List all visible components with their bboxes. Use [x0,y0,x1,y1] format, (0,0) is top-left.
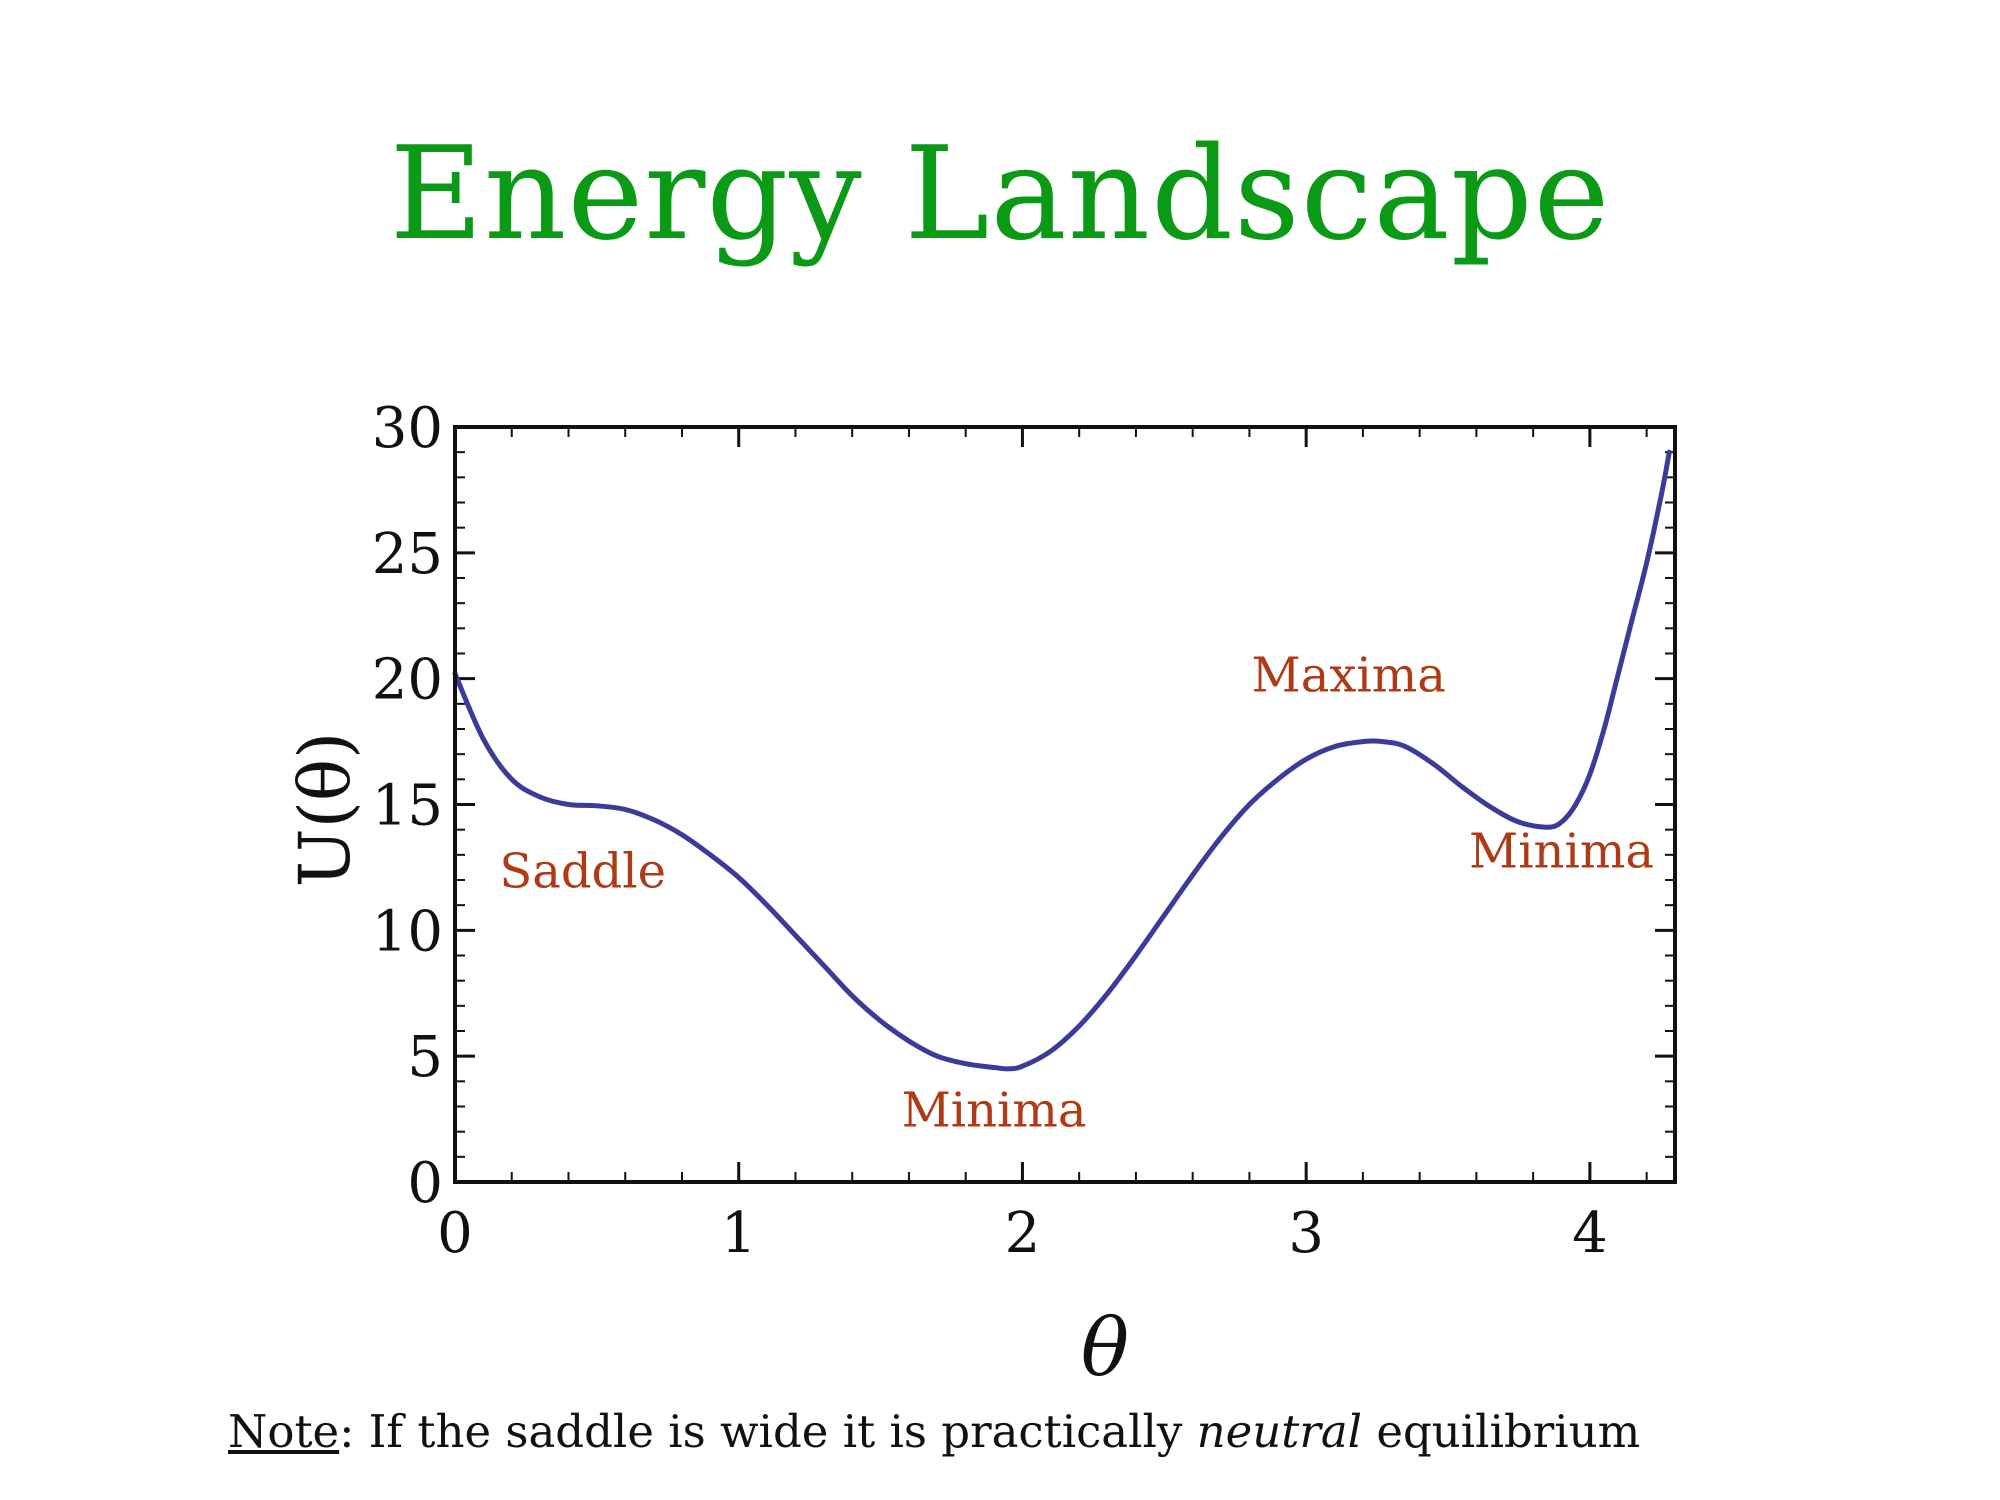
tick-labels: 0 1 2 3 4 0 5 10 15 20 25 30 [372,396,1608,1266]
note-text-before: : If the saddle is wide it is practicall… [339,1405,1197,1458]
note-emphasis: neutral [1196,1405,1363,1458]
note-text-after: equilibrium [1362,1405,1641,1458]
note-label: Note [228,1405,340,1458]
annotation-saddle: Saddle [499,844,666,900]
y-tick-label: 30 [372,396,443,461]
x-tick-label: 4 [1572,1201,1608,1266]
slide-title: Energy Landscape [389,120,1611,269]
energy-curve-line [452,449,1672,1072]
y-tick-label: 0 [407,1151,443,1216]
annotations: Saddle Minima Maxima Minima [499,647,1654,1138]
y-tick-label: 15 [372,774,443,839]
tick-marks [453,425,1675,1184]
x-tick-label: 1 [721,1201,757,1266]
annotation-minima: Minima [1469,823,1654,879]
annotation-minima: Minima [902,1083,1087,1139]
y-tick-label: 5 [407,1025,443,1090]
x-axis-label: θ [1081,1301,1129,1394]
y-tick-label: 20 [372,648,443,713]
x-tick-label: 0 [437,1201,473,1266]
footnote: Note: If the saddle is wide it is practi… [228,1405,1808,1458]
y-tick-label: 10 [372,899,443,964]
y-tick-label: 25 [372,522,443,587]
x-tick-label: 2 [1005,1201,1041,1266]
x-tick-label: 3 [1288,1201,1324,1266]
y-axis-label: U(θ) [284,732,366,888]
annotation-maxima: Maxima [1252,647,1446,703]
plot-frame [453,425,1677,1184]
